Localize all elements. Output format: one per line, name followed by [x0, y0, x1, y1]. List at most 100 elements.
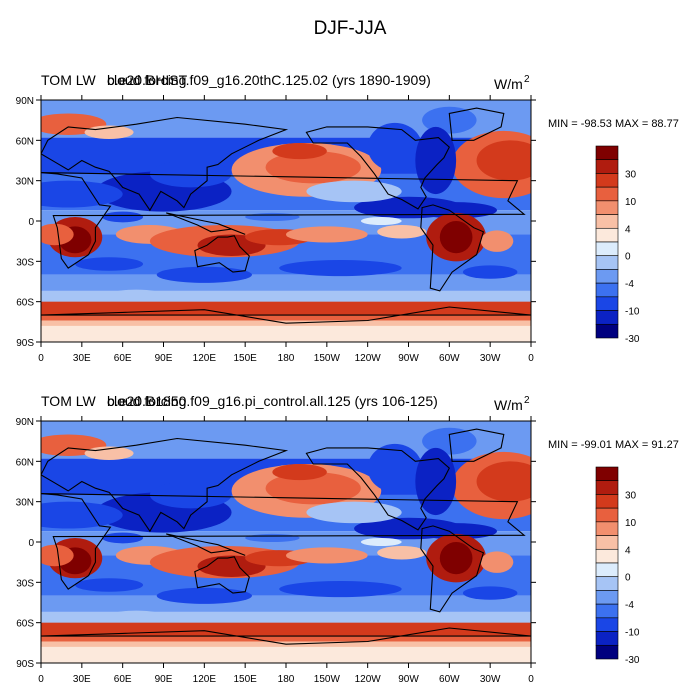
colorbar-box — [595, 186, 619, 202]
lon-tick-label: 150W — [314, 674, 341, 685]
lon-tick-label: 120W — [355, 674, 382, 685]
panel-title-left: TOM LW — [41, 72, 96, 88]
colorbar-box — [595, 603, 619, 619]
africa-coast — [41, 172, 526, 269]
field-blob — [245, 533, 300, 542]
colorbar-label: 30 — [625, 169, 637, 180]
field-blob — [41, 223, 74, 246]
colorbar-box — [595, 282, 619, 298]
colorbar-label: -4 — [625, 600, 634, 611]
lat-tick-label: 60S — [16, 298, 34, 309]
north-america-blue — [415, 447, 457, 516]
south-america-coast — [420, 204, 485, 292]
field-blob — [360, 537, 402, 547]
lon-tick-label: 120E — [193, 353, 217, 364]
field-blob — [272, 464, 327, 481]
field-blob — [279, 580, 402, 598]
colorbar-label: -30 — [625, 334, 640, 345]
colorbar-box — [595, 562, 619, 578]
colorbar-label: 4 — [625, 224, 631, 235]
field-band — [41, 611, 531, 626]
field-blob — [476, 461, 531, 502]
panel-units-exponent: 2 — [524, 74, 530, 85]
field-layer — [41, 421, 531, 663]
tick-marks — [36, 95, 536, 347]
colorbar-box — [595, 521, 619, 536]
lon-tick-label: 60W — [439, 674, 460, 685]
field-blob — [279, 259, 402, 277]
field-blob — [286, 547, 368, 564]
lon-tick-label: 90W — [398, 353, 419, 364]
colorbar-box — [595, 269, 619, 284]
colorbar-box — [595, 255, 619, 270]
lat-tick-label: 0 — [28, 538, 34, 549]
map-panel-2: 0 30E 60E 90E 120E 150E 180 150W 120W 90W 60W 30W 09… — [16, 393, 679, 685]
field-blob — [272, 143, 327, 160]
field-blob — [149, 160, 232, 188]
lat-tick-label: 60N — [16, 457, 34, 468]
field-blob — [75, 578, 144, 592]
colorbar-box — [595, 310, 619, 325]
colorbar-box — [595, 576, 619, 591]
field-blob — [422, 427, 477, 455]
field-blob — [41, 544, 74, 567]
australia-coast — [194, 235, 250, 273]
lon-tick-label: 120W — [355, 353, 382, 364]
lon-tick-label: 30W — [480, 353, 501, 364]
field-blob — [306, 501, 402, 524]
colorbar-label: 4 — [625, 545, 631, 556]
lon-tick-label: 60E — [114, 674, 132, 685]
field-blob — [41, 180, 123, 208]
maritime-coast — [166, 533, 246, 556]
lon-tick-label: 0 — [528, 674, 534, 685]
field-blob — [41, 501, 123, 529]
lon-tick-label: 60W — [439, 353, 460, 364]
map-panel-1: 0 30E 60E 90E 120E 150E 180 150W 120W 90W 60W 30W 09… — [16, 72, 679, 364]
southern-ocean-band — [41, 622, 531, 637]
lat-tick-label: 30N — [16, 177, 34, 188]
lon-tick-label: 0 — [38, 353, 44, 364]
panel-title-case: b.e20.BHIST.f09_g16.20thC.125.02 (yrs 18… — [107, 72, 431, 88]
panel-title-overlap: cloud forcing — [107, 393, 186, 409]
panel-title-overlap: cloud forcing — [107, 72, 186, 88]
panel-units-exponent: 2 — [524, 395, 530, 406]
colorbar-label: -10 — [625, 307, 640, 318]
colorbar-box — [595, 173, 619, 188]
south-america-coast — [420, 525, 485, 613]
lon-tick-label: 150E — [233, 353, 257, 364]
colorbar-label: 10 — [625, 197, 637, 208]
colorbar-label: -4 — [625, 279, 634, 290]
figure-title: DJF-JJA — [313, 18, 387, 39]
lon-tick-label: 60E — [114, 353, 132, 364]
antarctica-region — [41, 646, 531, 663]
lat-tick-label: 30S — [16, 257, 34, 268]
colorbar-box — [595, 466, 619, 482]
field-blob — [109, 610, 164, 622]
field-blob — [265, 472, 361, 505]
field-blob — [367, 443, 423, 493]
field-blob — [245, 212, 300, 221]
lon-tick-label: 90E — [155, 674, 173, 685]
lat-tick-label: 30S — [16, 578, 34, 589]
field-blob — [286, 226, 368, 243]
lon-tick-label: 180 — [278, 353, 295, 364]
min-max-label: MIN = -99.01 MAX = 91.27 — [548, 439, 679, 451]
field-blob — [476, 140, 531, 181]
colorbar-box — [595, 535, 619, 550]
colorbar-label: 0 — [625, 573, 631, 584]
field-blob — [462, 265, 518, 279]
north-america-blue — [415, 126, 457, 195]
field-band — [41, 274, 531, 291]
colorbar-box — [595, 241, 619, 257]
field-band — [41, 595, 531, 612]
lon-tick-label: 30W — [480, 674, 501, 685]
field-blob — [480, 551, 514, 573]
colorbar-label: 30 — [625, 490, 637, 501]
field-blob — [306, 180, 402, 203]
lon-tick-label: 180 — [278, 674, 295, 685]
field-blob — [377, 546, 427, 560]
colorbar-label: -30 — [625, 655, 640, 666]
field-blob — [102, 211, 144, 223]
colorbar-label: -10 — [625, 628, 640, 639]
field-blob — [367, 122, 423, 172]
